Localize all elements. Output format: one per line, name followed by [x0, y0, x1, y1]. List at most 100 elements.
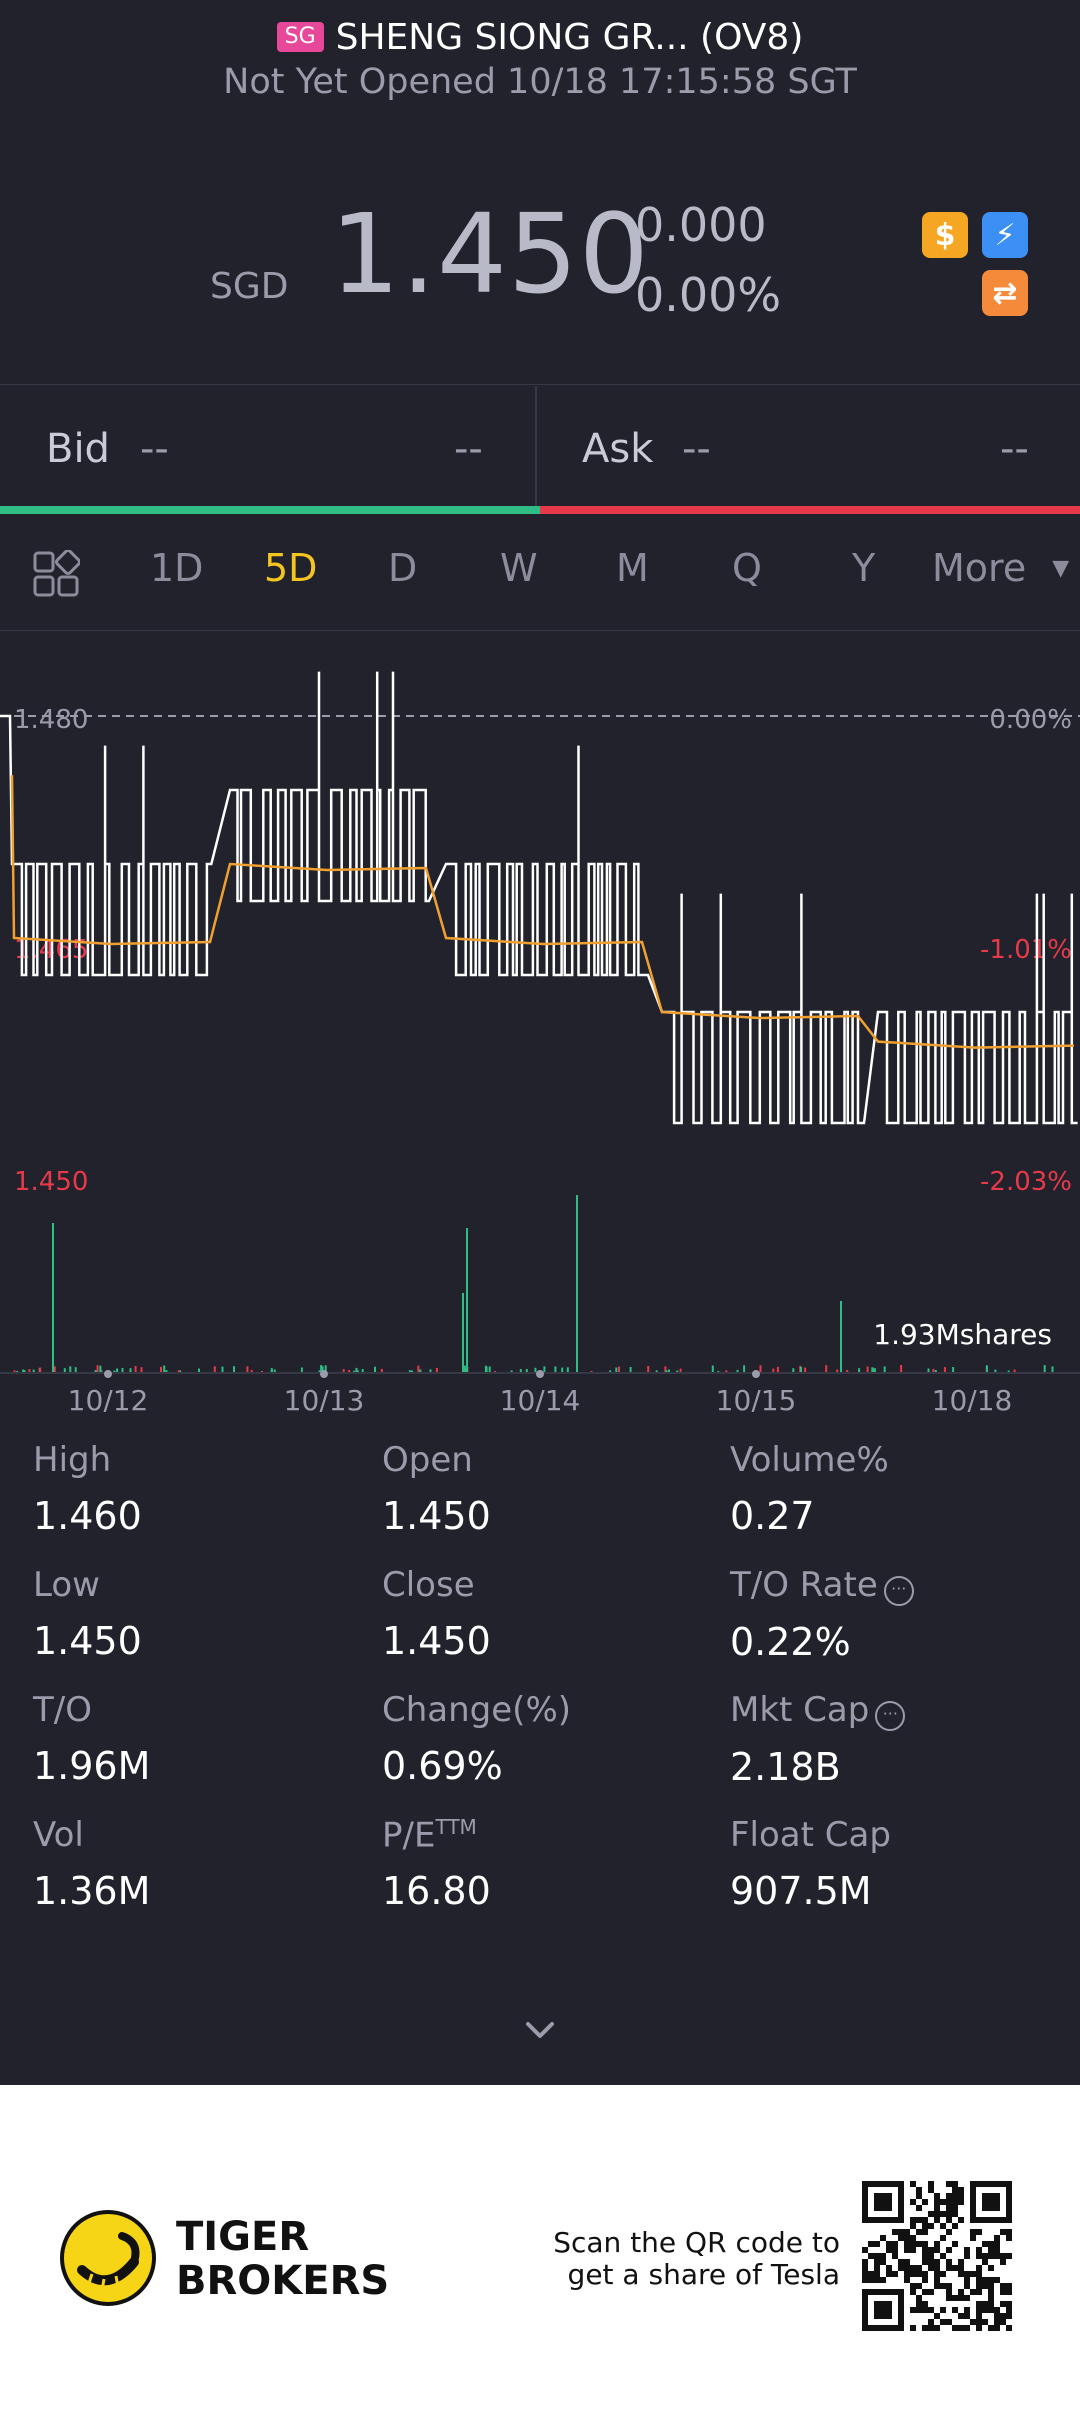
dollar-icon[interactable]: $: [922, 212, 968, 258]
volume-bar: [270, 1368, 273, 1373]
info-icon[interactable]: ···: [875, 1701, 906, 1731]
qr-module: [958, 2187, 964, 2193]
chevron-down-icon[interactable]: [520, 2010, 560, 2050]
volume-bar: [561, 1367, 564, 1373]
qr-module: [868, 2277, 874, 2283]
volume-bar: [776, 1366, 779, 1373]
volume-bar: [273, 1369, 276, 1373]
stat-pe: P/ETTM 16.80: [382, 1815, 491, 1913]
tab-w[interactable]: W: [500, 546, 538, 590]
bid-ask-panel: Bid -- -- Ask -- --: [0, 386, 1080, 508]
qr-module: [916, 2271, 922, 2277]
qr-module: [988, 2253, 994, 2259]
tab-more[interactable]: More ▼: [932, 546, 1069, 590]
qr-module: [922, 2223, 928, 2229]
stock-title: SG SHENG SIONG GR... (OV8): [0, 14, 1080, 62]
qr-module: [910, 2307, 916, 2313]
qr-module: [952, 2325, 958, 2331]
qr-module: [982, 2259, 988, 2265]
qr-module: [958, 2325, 964, 2331]
qr-module: [976, 2325, 982, 2331]
qr-module: [922, 2289, 928, 2295]
qr-module: [892, 2271, 898, 2277]
grid-layout-icon[interactable]: [32, 550, 80, 598]
qr-module: [994, 2253, 1000, 2259]
intraday-chart[interactable]: 1.480 0.00% 1.465 -1.01% 1.450 -2.03% 1.…: [0, 632, 1080, 1417]
qr-module: [1006, 2283, 1012, 2289]
qr-module: [910, 2289, 916, 2295]
volume-bar: [668, 1369, 670, 1373]
qr-module: [976, 2277, 982, 2283]
ask-price: --: [682, 426, 711, 472]
qr-module: [1000, 2313, 1006, 2319]
volume-bar: [952, 1367, 955, 1373]
qr-module: [958, 2295, 964, 2301]
qr-module: [946, 2181, 952, 2187]
tab-1d[interactable]: 1D: [150, 546, 204, 590]
qr-code-icon[interactable]: [862, 2181, 1012, 2331]
stock-name[interactable]: SHENG SIONG GR... (OV8): [335, 17, 804, 58]
qr-module: [940, 2223, 946, 2229]
qr-module: [934, 2247, 940, 2253]
volume-bar: [629, 1367, 632, 1373]
qr-module: [874, 2253, 880, 2259]
qr-module: [880, 2259, 886, 2265]
stat-float-cap: Float Cap 907.5M: [730, 1815, 891, 1913]
volume-bar: [590, 1370, 593, 1373]
volume-bar: [32, 1369, 35, 1373]
volume-bar: [96, 1365, 99, 1373]
qr-module: [934, 2241, 940, 2247]
volume-bar: [134, 1365, 137, 1373]
qr-module: [1006, 2307, 1012, 2313]
qr-module: [862, 2265, 868, 2271]
tab-y[interactable]: Y: [852, 546, 876, 590]
qr-module: [958, 2193, 964, 2199]
qr-module: [880, 2253, 886, 2259]
volume-bar: [609, 1370, 612, 1373]
volume-bar: [665, 1370, 668, 1373]
volume-bar: [177, 1370, 180, 1373]
qr-module: [988, 2325, 994, 2331]
info-icon[interactable]: ···: [883, 1576, 914, 1606]
quote-header: SG SHENG SIONG GR... (OV8) Not Yet Opened…: [0, 0, 1080, 385]
x-tick-label: 10/18: [932, 1384, 1013, 1412]
market-badge: SG: [276, 22, 324, 52]
qr-module: [952, 2181, 958, 2187]
scan-line-2: get a share of Tesla: [567, 2258, 840, 2291]
qr-module: [988, 2289, 994, 2295]
price-change: 0.000: [635, 198, 767, 252]
qr-module: [958, 2199, 964, 2205]
stat-value: 1.96M: [33, 1744, 151, 1788]
volume-bar: [873, 1368, 876, 1373]
x-axis: 10/12 10/13 10/14 10/15 10/18: [68, 1370, 1013, 1417]
qr-module: [934, 2217, 940, 2223]
volume-bar: [250, 1369, 253, 1373]
qr-module: [898, 2265, 904, 2271]
volume-bar: [246, 1366, 249, 1373]
lightning-icon[interactable]: ⚡: [982, 212, 1028, 258]
stat-value: 1.450: [382, 1494, 491, 1538]
tab-5d[interactable]: 5D: [264, 546, 318, 590]
volume-bar: [408, 1370, 411, 1373]
qr-module: [952, 2205, 958, 2211]
x-tick-dot: [320, 1370, 328, 1378]
stat-value: 1.450: [382, 1619, 491, 1663]
qr-module: [934, 2211, 940, 2217]
stat-volume-pct: Volume% 0.27: [730, 1440, 889, 1538]
tab-d[interactable]: D: [388, 546, 418, 590]
stat-value: 0.69%: [382, 1744, 503, 1788]
volume-bar: [417, 1365, 420, 1373]
brand-line-1: TIGER: [176, 2214, 310, 2260]
qr-module: [928, 2259, 934, 2265]
qr-module: [988, 2295, 994, 2301]
volume-bar: [324, 1365, 327, 1373]
exchange-icon[interactable]: ⇄: [982, 270, 1028, 316]
qr-module: [976, 2283, 982, 2289]
qr-module: [976, 2289, 982, 2295]
stat-high: High 1.460: [33, 1440, 142, 1538]
tab-m[interactable]: M: [616, 546, 649, 590]
qr-module: [1000, 2289, 1006, 2295]
tab-q[interactable]: Q: [732, 546, 762, 590]
share-footer: TIGER BROKERS Scan the QR code to get a …: [0, 2085, 1080, 2429]
qr-module: [988, 2301, 994, 2307]
